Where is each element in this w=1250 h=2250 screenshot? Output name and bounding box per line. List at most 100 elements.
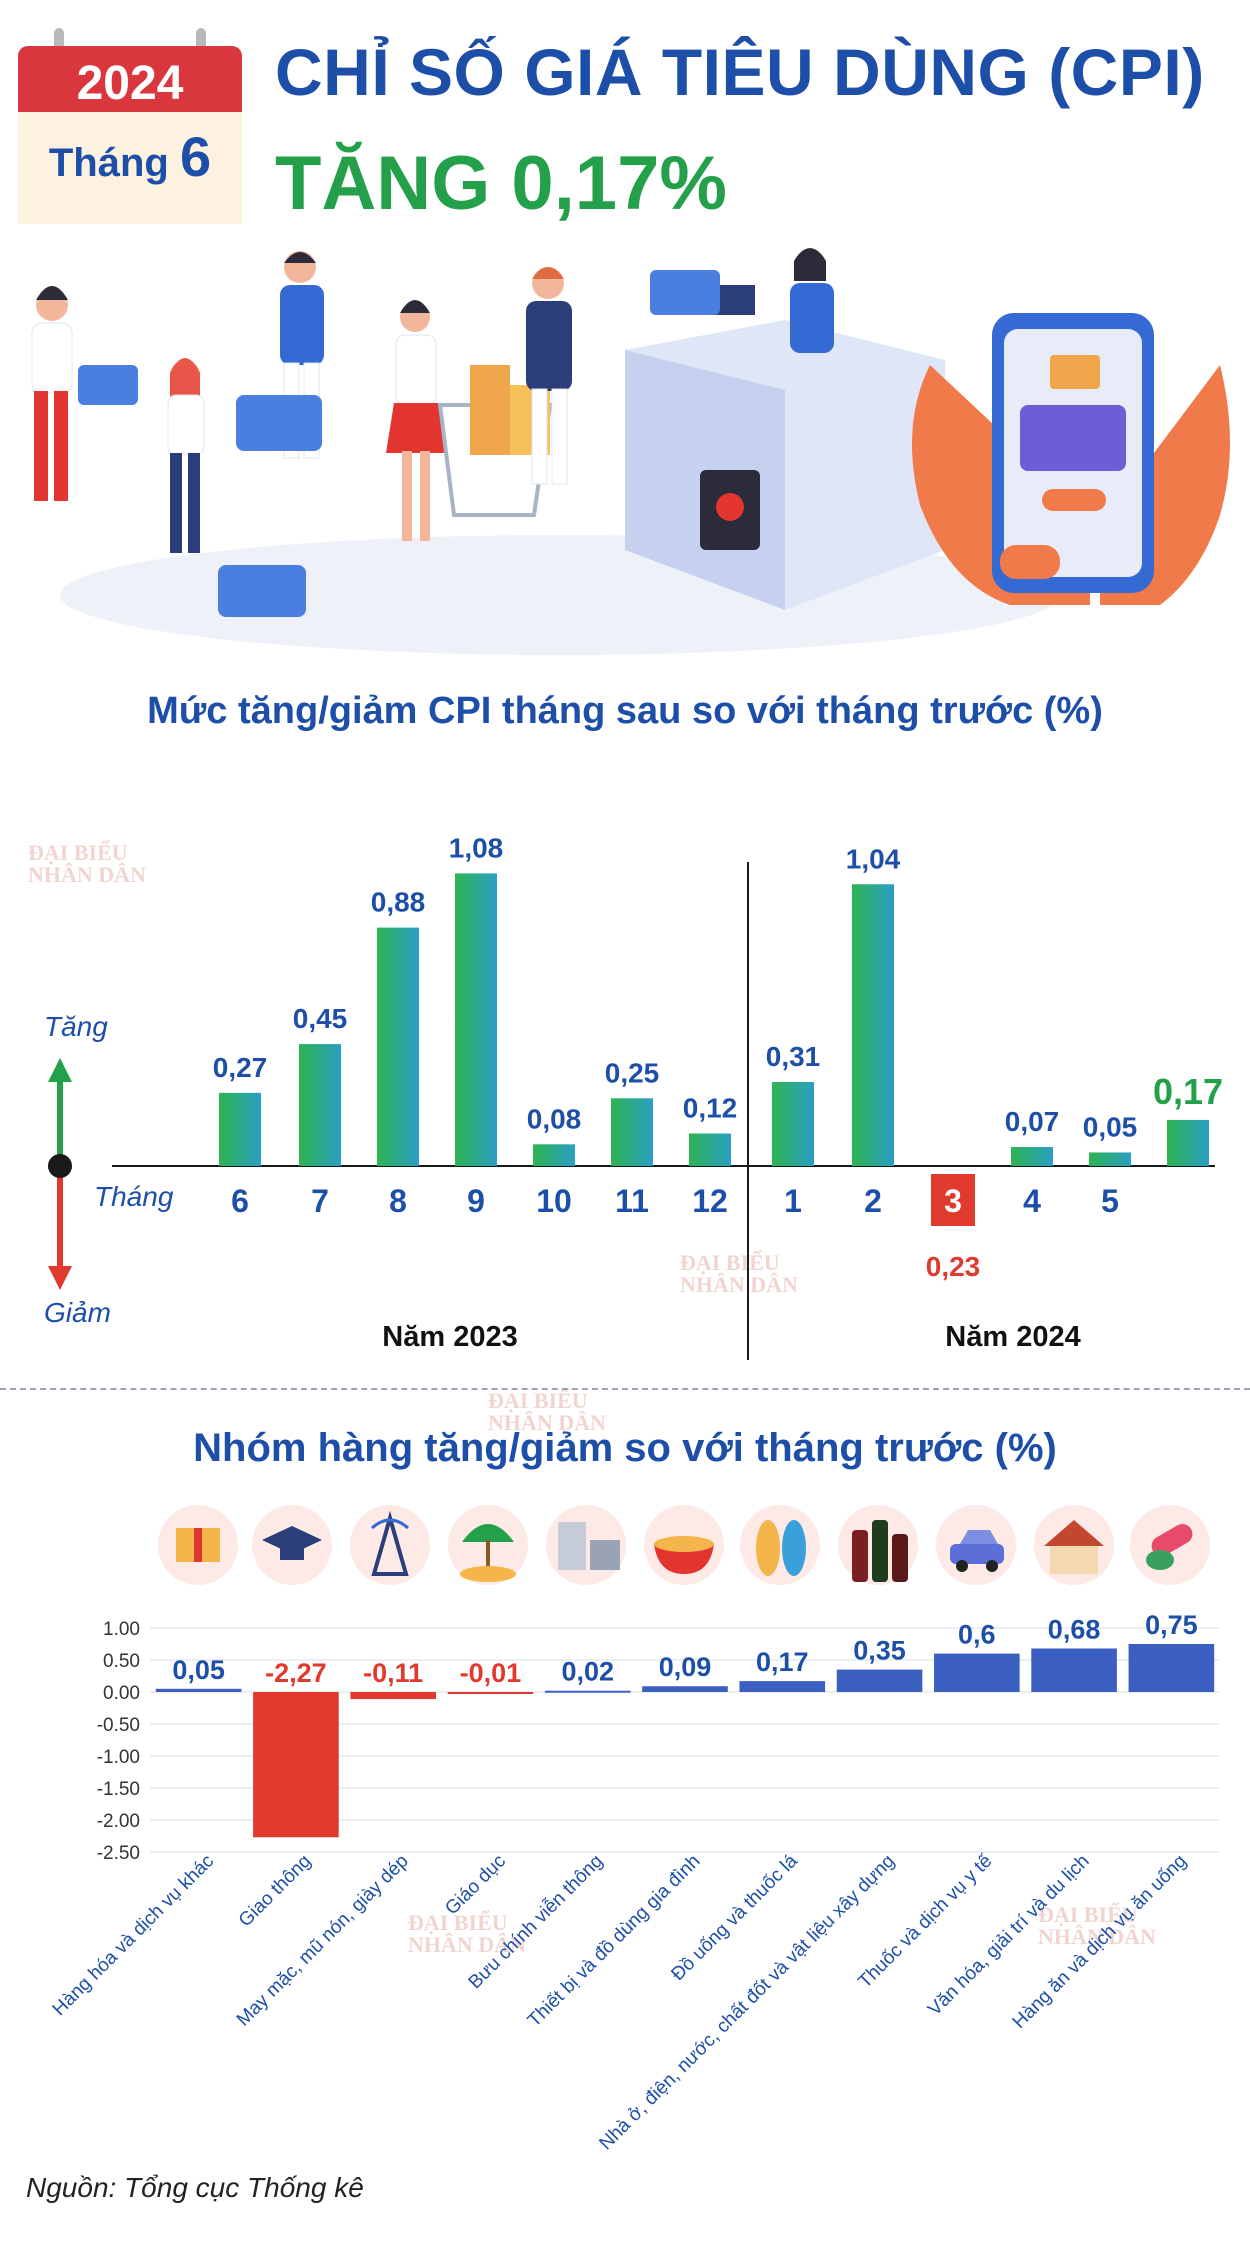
month-tick-label: 6	[231, 1183, 249, 1219]
antenna-icon	[350, 1505, 430, 1585]
checkout-counter	[625, 248, 945, 610]
year-group-label: Năm 2023	[382, 1321, 517, 1353]
cpi-monthly-chart: Tăng Giảm Tháng Năm 2023 Năm 2024 0,27 6 0…	[44, 832, 1223, 1360]
cpi-bar-value-label: 0,27	[213, 1052, 268, 1083]
group-bar-value-label: 0,68	[1048, 1614, 1101, 1644]
month-tick-label: 2	[864, 1183, 882, 1219]
calendar-header	[18, 46, 242, 112]
group-category-label: Hàng ăn và dịch vụ ăn uống	[1009, 1851, 1191, 2033]
cpi-bar-value-label: 0,17	[1153, 1071, 1223, 1112]
phone-payment-illustration	[912, 313, 1230, 605]
month-tick-label: 11	[615, 1183, 649, 1219]
month-tick-label: 4	[1023, 1183, 1041, 1219]
appliances-icon	[546, 1505, 626, 1585]
month-tick-label: 1	[784, 1183, 802, 1219]
group-bar-value-label: 0,09	[659, 1652, 712, 1682]
cpi-bar	[455, 873, 497, 1166]
cpi-bar	[611, 1098, 653, 1166]
axis-origin-dot	[48, 1154, 72, 1178]
month-tick-label: 10	[536, 1183, 572, 1219]
group-bar	[350, 1692, 436, 1700]
group-category-label: Hàng hóa và dịch vụ khác	[49, 1851, 218, 2020]
month-tick-label: 8	[389, 1183, 407, 1219]
cpi-bar	[219, 1092, 261, 1166]
calendar-month-label: Tháng	[48, 141, 169, 185]
sandals-icon	[740, 1505, 820, 1585]
month-tick-label: 12	[692, 1183, 728, 1219]
cpi-bar	[772, 1082, 814, 1166]
cpi-bar	[299, 1044, 341, 1166]
month-tick-label: 9	[467, 1183, 485, 1219]
cpi-negative-marker	[931, 1174, 975, 1226]
group-bar	[642, 1686, 728, 1692]
page-headline: TĂNG 0,17%	[275, 141, 727, 226]
section-divider	[0, 1388, 1250, 1390]
cpi-bar-value-label: 0,23	[926, 1251, 981, 1282]
group-bar	[934, 1653, 1020, 1692]
source-note: Nguồn: Tổng cục Thống kê	[26, 2172, 364, 2203]
y-tick-label: -2.00	[97, 1811, 140, 1832]
shopper-figure	[386, 300, 553, 541]
cpi-bar-value-label: 1,04	[846, 843, 901, 874]
group-bar-value-label: -0,01	[460, 1658, 522, 1688]
group-bar-value-label: 0,02	[561, 1657, 614, 1687]
calendar-month: Tháng 6	[18, 124, 242, 189]
cpi-bar-value-label: 1,08	[449, 832, 504, 863]
calendar-badge: 2024 Tháng 6	[18, 28, 242, 228]
beach-umbrella-icon	[448, 1505, 528, 1585]
group-change-chart: 1.00 0.50 0.00 -0.50 -1.00 -1.50 -2.00 -2.50 0,0…	[49, 1610, 1220, 2154]
cpi-bar-value-label: 0,88	[371, 887, 426, 918]
month-axis-label: Tháng	[94, 1181, 174, 1212]
shopper-figure	[167, 358, 306, 617]
page-title: CHỈ SỐ GIÁ TIÊU DÙNG (CPI)	[275, 35, 1205, 109]
y-tick-label: -0.50	[97, 1715, 140, 1736]
category-icon-row	[158, 1505, 1210, 1585]
group-bar	[544, 1690, 631, 1693]
month-tick-label: 5	[1101, 1183, 1119, 1219]
food-bowl-icon	[644, 1505, 724, 1585]
group-category-label: Giao thông	[235, 1851, 316, 1932]
cpi-bar	[377, 927, 419, 1166]
cpi-bar-value-label: 0,25	[605, 1057, 660, 1088]
group-bar-value-label: -2,27	[265, 1658, 327, 1688]
group-bar	[447, 1692, 534, 1694]
cpi-monthly-chart-title: Mức tăng/giảm CPI tháng sau so với tháng…	[147, 690, 1103, 732]
shopper-figure	[526, 267, 572, 485]
cpi-bar-value-label: 0,08	[527, 1103, 582, 1134]
shoppers-illustration	[31, 248, 1230, 655]
group-bar	[253, 1692, 339, 1838]
group-bar	[1128, 1644, 1215, 1692]
shopper-figure	[31, 286, 138, 501]
y-tick-label: 0.50	[103, 1651, 140, 1672]
decrease-label: Giảm	[44, 1297, 111, 1328]
cpi-bar-value-label: 0,07	[1005, 1106, 1060, 1137]
group-bar	[1031, 1648, 1117, 1692]
group-category-label: May mặc, mũ nón, giày dép	[233, 1851, 413, 2031]
group-bar-value-label: 0,17	[756, 1647, 809, 1677]
cpi-bar	[852, 884, 894, 1166]
month-tick-label: 7	[311, 1183, 329, 1219]
cpi-bar-value-label: 0,12	[683, 1092, 738, 1123]
group-category-label: Văn hóa, giải trí và du lịch	[924, 1851, 1093, 2020]
group-change-chart-title: Nhóm hàng tăng/giảm so với tháng trước (…	[193, 1426, 1057, 1470]
y-tick-label: 1.00	[103, 1619, 140, 1640]
y-tick-label: -2.50	[97, 1843, 140, 1864]
watermark-text-line1: ĐẠI BIỂU	[488, 1388, 588, 1413]
group-bar	[836, 1669, 923, 1692]
cpi-bar	[1089, 1152, 1131, 1166]
month-tick-label: 3	[944, 1183, 962, 1219]
y-tick-label: 0.00	[103, 1683, 140, 1704]
group-bar-value-label: 0,6	[958, 1620, 996, 1650]
group-bar-value-label: 0,75	[1145, 1610, 1198, 1640]
y-tick-label: -1.50	[97, 1779, 140, 1800]
y-tick-label: -1.00	[97, 1747, 140, 1768]
calendar-month-number: 6	[179, 125, 212, 188]
cpi-bar-value-label: 0,05	[1083, 1111, 1138, 1142]
group-bar	[739, 1681, 826, 1692]
pills-icon	[1130, 1505, 1210, 1585]
calendar-year: 2024	[76, 57, 184, 110]
bottles-icon	[838, 1505, 918, 1585]
graduation-cap-icon	[252, 1505, 332, 1585]
year-group-label: Năm 2024	[945, 1321, 1080, 1353]
group-bar-value-label: 0,35	[853, 1636, 906, 1666]
